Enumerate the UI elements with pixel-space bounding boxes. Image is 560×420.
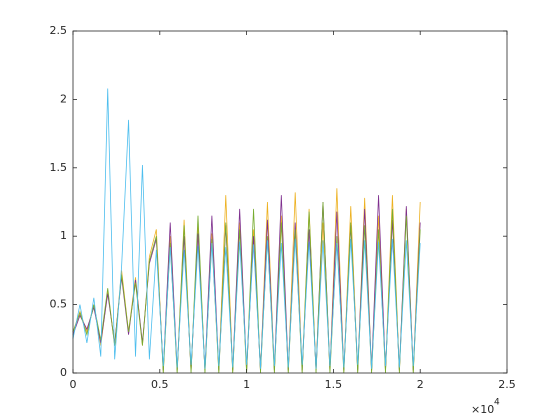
series-line xyxy=(72,88,421,369)
axes-box xyxy=(72,30,508,374)
y-tick-label: 0.5 xyxy=(50,298,68,311)
x-tick-label: 1 xyxy=(243,378,250,391)
x-tick-label: 0.5 xyxy=(151,378,169,391)
x-multiplier-power: 4 xyxy=(494,398,500,408)
x-multiplier-base: ×10 xyxy=(471,403,494,416)
x-tick-label: 1.5 xyxy=(325,378,343,391)
y-tick-label: 2 xyxy=(60,92,67,105)
x-tick-label: 2.5 xyxy=(498,378,516,391)
y-tick-label: 0 xyxy=(60,366,67,379)
y-tick-label: 2.5 xyxy=(50,24,68,37)
x-tick-label: 0 xyxy=(70,378,77,391)
y-tick-label: 1.5 xyxy=(50,161,68,174)
y-tick-label: 1 xyxy=(60,229,67,242)
x-tick-label: 2 xyxy=(417,378,424,391)
